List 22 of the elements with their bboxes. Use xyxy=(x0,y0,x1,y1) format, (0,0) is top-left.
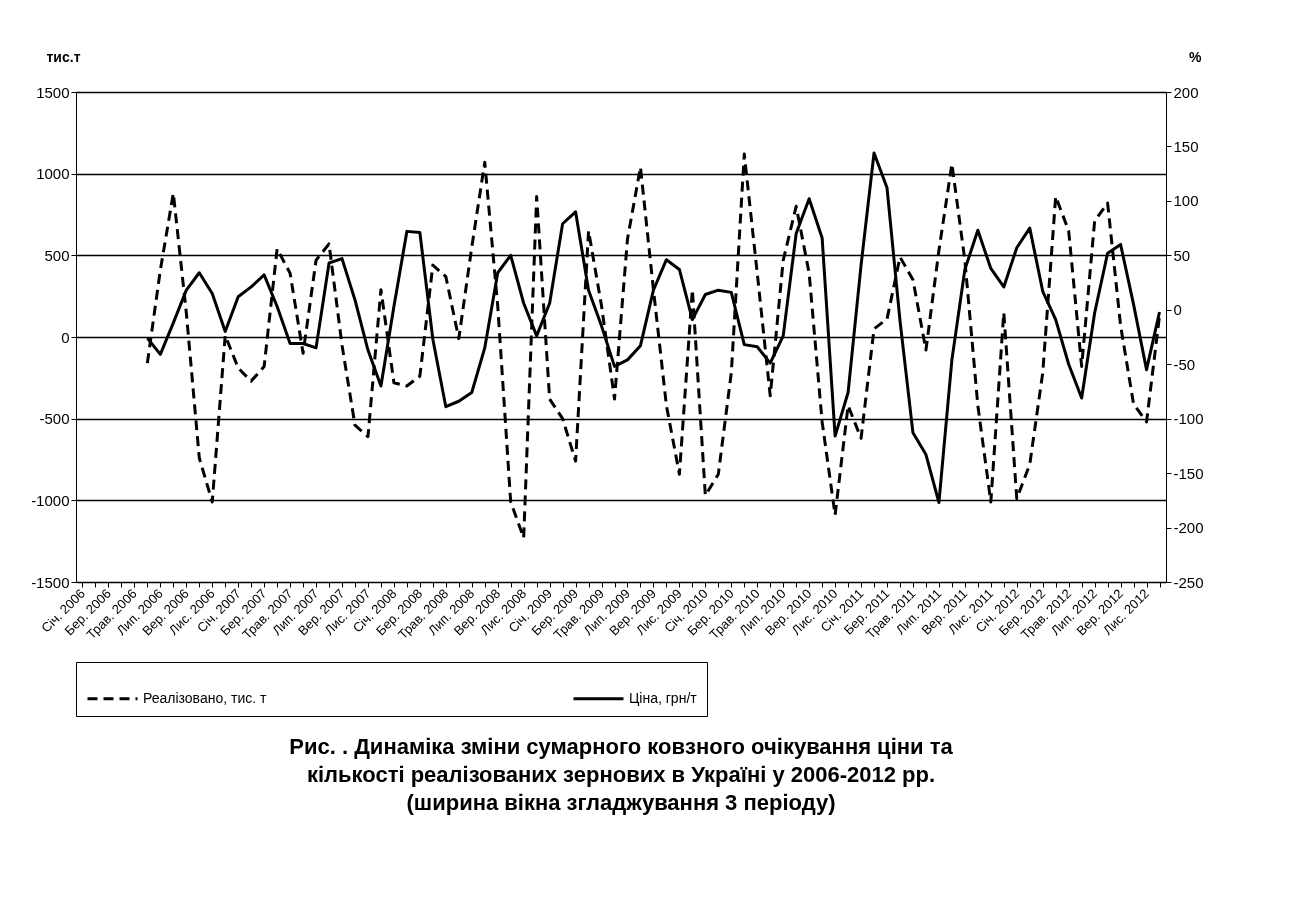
legend-label: Реалізовано, тис. т xyxy=(143,689,267,706)
y-tick-label: -1500 xyxy=(31,573,70,591)
y2-tick-label: 50 xyxy=(1173,246,1191,264)
y2-tick-label: 100 xyxy=(1173,192,1199,210)
y2-tick-label: 0 xyxy=(1173,301,1182,319)
y2-axis-title: % xyxy=(1189,48,1203,65)
y2-tick-label: -200 xyxy=(1173,519,1204,537)
y-tick-label: -1000 xyxy=(31,491,70,509)
y2-tick-label: 150 xyxy=(1173,137,1199,155)
y-tick-label: 1500 xyxy=(36,83,70,101)
y2-tick-label: -50 xyxy=(1173,355,1196,373)
text: Рис. . Динаміка зміни сумарного ковзного очікування ціни та кількості реалізованих зернових в Україні у 2006-2012 рр. (ширина вікна згладжування 3 періоду) xyxy=(289,733,954,815)
y2-tick-label: -100 xyxy=(1173,410,1204,428)
y2-tick-label: -150 xyxy=(1173,464,1204,482)
y-tick-label: -500 xyxy=(39,410,70,428)
y-axis-title: тис.т xyxy=(46,48,81,65)
y-tick-label: 0 xyxy=(61,328,70,346)
y2-tick-label: -250 xyxy=(1173,573,1204,591)
y-tick-label: 1000 xyxy=(36,165,70,183)
y2-tick-label: 200 xyxy=(1173,83,1199,101)
y-tick-label: 500 xyxy=(44,246,70,264)
legend-label: Ціна, грн/т xyxy=(629,689,698,706)
